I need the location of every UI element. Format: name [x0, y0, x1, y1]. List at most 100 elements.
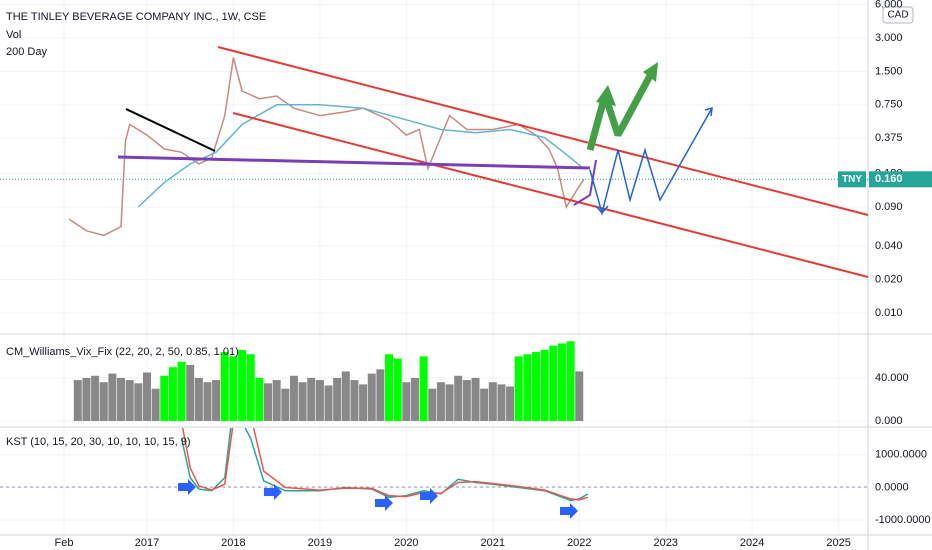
channel-lower: [232, 112, 869, 278]
y-tick-label: 6.000: [875, 0, 903, 11]
bar: [393, 358, 402, 421]
y-tick-label: 40.000: [875, 372, 909, 384]
bar: [246, 354, 255, 421]
bar: [194, 377, 203, 421]
bar: [566, 341, 575, 421]
support-line: [117, 155, 591, 170]
bar: [557, 343, 566, 421]
bar: [549, 345, 558, 421]
bar: [272, 380, 281, 421]
bar: [125, 380, 134, 421]
bar: [238, 349, 247, 421]
bar: [341, 371, 350, 421]
bar: [151, 388, 160, 421]
bar: [177, 361, 186, 421]
volume-legend: Vol: [6, 29, 21, 41]
bar: [229, 356, 238, 421]
bar: [281, 388, 290, 421]
series-line: [68, 57, 585, 237]
x-tick-label: 2018: [221, 537, 245, 549]
y-tick-label: 1.500: [875, 65, 903, 77]
y-tick-label: -1000.0000: [875, 514, 931, 526]
y-tick-label: 0.090: [875, 201, 903, 213]
green-arrowhead: [643, 62, 658, 82]
bar: [532, 352, 541, 421]
signal-arrows: [178, 479, 578, 519]
y-tick-label: 0.0000: [875, 481, 909, 493]
x-tick-label: 2025: [826, 537, 850, 549]
bar: [367, 373, 376, 421]
bar: [575, 371, 584, 421]
price-tag-label: 0.160: [875, 173, 903, 185]
y-tick-label: 1000.0000: [875, 449, 927, 461]
x-tick-label: 2021: [481, 537, 505, 549]
bar: [264, 383, 273, 421]
bar: [212, 380, 221, 421]
x-tick-label: 2024: [740, 537, 764, 549]
bar: [203, 382, 212, 421]
bar: [506, 386, 515, 421]
bar: [402, 382, 411, 421]
y-tick-label: 0.750: [875, 99, 903, 111]
x-tick-label: Feb: [54, 537, 73, 549]
bar: [117, 377, 126, 421]
indicator-title: KST (10, 15, 20, 30, 10, 10, 10, 15, 9): [6, 436, 190, 448]
bar: [350, 380, 359, 421]
series-line: [180, 428, 589, 502]
bar: [540, 349, 549, 421]
bar: [186, 364, 195, 421]
series-line: [181, 428, 589, 501]
y-tick-label: 0.040: [875, 240, 903, 252]
ticker-label: TNY: [842, 174, 862, 185]
y-tick-label: 0.000: [875, 415, 903, 427]
drawings: [117, 46, 869, 519]
series-line: [137, 104, 585, 208]
bar: [73, 380, 82, 421]
x-tick-label: 2022: [567, 537, 591, 549]
bar: [220, 352, 229, 421]
bar: [255, 377, 264, 421]
bar: [436, 382, 445, 421]
green-arrowhead: [596, 85, 616, 106]
bar: [480, 388, 489, 421]
blue-arrowhead: [704, 106, 713, 117]
bar: [385, 354, 394, 421]
trend-line: [125, 108, 216, 152]
bar: [315, 380, 324, 421]
bar: [160, 375, 169, 421]
indicator-title: CM_Williams_Vix_Fix (22, 20, 2, 50, 0.85…: [6, 346, 239, 358]
bar: [324, 385, 333, 421]
y-tick-label: 3.000: [875, 32, 903, 44]
currency: CAD: [887, 10, 908, 21]
bar: [419, 356, 428, 421]
y-tick-label: 0.010: [875, 307, 903, 319]
bar: [410, 377, 419, 421]
bar: [307, 377, 316, 421]
y-tick-label: 0.020: [875, 273, 903, 285]
bar: [488, 382, 497, 421]
ticker-tag: [838, 171, 866, 188]
bar: [108, 373, 117, 421]
bar: [445, 384, 454, 421]
bar: [497, 384, 506, 421]
bar: [523, 354, 532, 421]
blue-arrowhead: [595, 205, 609, 215]
x-tick-label: 2019: [308, 537, 332, 549]
currency-box: [882, 6, 914, 24]
bar: [454, 375, 463, 421]
bar: [82, 377, 91, 421]
channel-upper: [217, 46, 869, 216]
chart-title: THE TINLEY BEVERAGE COMPANY INC., 1W, CS…: [6, 11, 266, 23]
bar: [289, 375, 298, 421]
bar: [462, 380, 471, 421]
bar: [376, 369, 385, 421]
bar: [168, 367, 177, 421]
purple-stroke: [573, 159, 597, 206]
marks: [0, 57, 868, 502]
bar: [142, 372, 151, 421]
x-tick-label: 2020: [394, 537, 418, 549]
ma-legend: 200 Day: [6, 46, 47, 58]
bar: [99, 382, 108, 421]
